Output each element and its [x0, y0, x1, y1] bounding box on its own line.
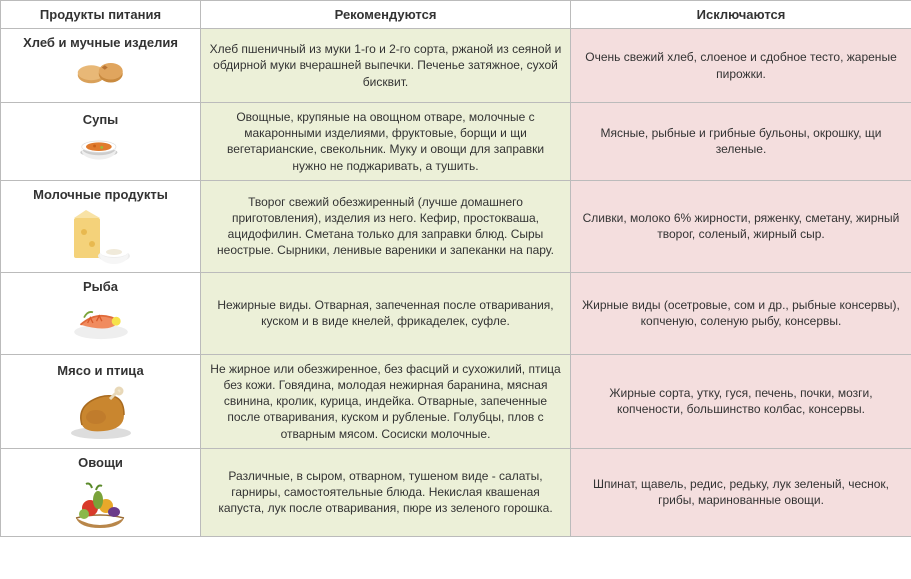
category-cell: Рыба	[1, 272, 201, 354]
bread-icon	[66, 54, 136, 96]
category-cell: Овощи	[1, 448, 201, 536]
category-title: Мясо и птица	[9, 363, 192, 378]
diet-table: Продукты питания Рекомендуются Исключают…	[0, 0, 911, 537]
header-excluded: Исключаются	[571, 1, 911, 29]
category-title: Молочные продукты	[9, 187, 192, 202]
recommended-cell: Различные, в сыром, отварном, тушеном ви…	[201, 448, 571, 536]
recommended-cell: Нежирные виды. Отварная, запеченная посл…	[201, 272, 571, 354]
meat-icon	[66, 382, 136, 440]
recommended-cell: Хлеб пшеничный из муки 1-го и 2-го сорта…	[201, 29, 571, 103]
recommended-cell: Творог свежий обезжиренный (лучше домашн…	[201, 180, 571, 272]
table-row: Молочные продукты Творог свежий обезжирен…	[1, 180, 911, 272]
excluded-cell: Очень свежий хлеб, слоеное и сдобное тес…	[571, 29, 911, 103]
category-title: Рыба	[9, 279, 192, 294]
category-cell: Супы	[1, 103, 201, 181]
category-cell: Молочные продукты	[1, 180, 201, 272]
table-row: Овощи Различные, в сыром, отварном, тушен…	[1, 448, 911, 536]
header-category: Продукты питания	[1, 1, 201, 29]
excluded-cell: Сливки, молоко 6% жирности, ряженку, сме…	[571, 180, 911, 272]
soup-icon	[69, 131, 133, 171]
category-cell: Хлеб и мучные изделия	[1, 29, 201, 103]
table-row: Супы Овощные, крупяные на овощном отваре,…	[1, 103, 911, 181]
category-title: Овощи	[9, 455, 192, 470]
header-recommended: Рекомендуются	[201, 1, 571, 29]
excluded-cell: Жирные виды (осетровые, сом и др., рыбны…	[571, 272, 911, 354]
excluded-cell: Жирные сорта, утку, гуся, печень, почки,…	[571, 354, 911, 448]
table-row: Рыба Нежирные виды. Отварная, запеченная …	[1, 272, 911, 354]
fish-icon	[66, 298, 136, 348]
header-row: Продукты питания Рекомендуются Исключают…	[1, 1, 911, 29]
recommended-cell: Овощные, крупяные на овощном отваре, мол…	[201, 103, 571, 181]
excluded-cell: Мясные, рыбные и грибные бульоны, окрошк…	[571, 103, 911, 181]
table-row: Хлеб и мучные изделия Хлеб пшеничный из м…	[1, 29, 911, 103]
vegetables-icon	[66, 474, 136, 530]
table-body: Хлеб и мучные изделия Хлеб пшеничный из м…	[1, 29, 911, 537]
recommended-cell: Не жирное или обезжиренное, без фасций и…	[201, 354, 571, 448]
category-title: Супы	[9, 112, 192, 127]
table-row: Мясо и птица Не жирное или обезжиренное, …	[1, 354, 911, 448]
category-cell: Мясо и птица	[1, 354, 201, 448]
excluded-cell: Шпинат, щавель, редис, редьку, лук зелен…	[571, 448, 911, 536]
category-title: Хлеб и мучные изделия	[9, 35, 192, 50]
dairy-icon	[66, 206, 136, 266]
